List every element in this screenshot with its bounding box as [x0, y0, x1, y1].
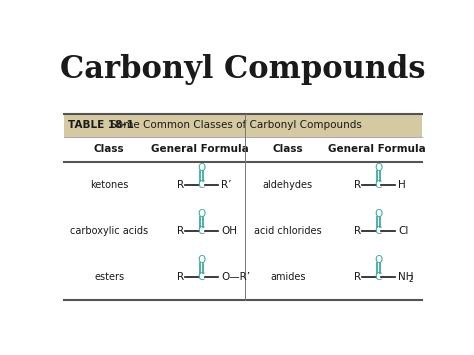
Text: 2: 2 [409, 275, 413, 284]
Text: O: O [374, 255, 383, 264]
Text: C: C [198, 272, 205, 282]
Text: C: C [198, 180, 205, 190]
Text: Class: Class [94, 144, 125, 154]
Text: C: C [375, 180, 382, 190]
Text: General Formula: General Formula [151, 144, 249, 154]
Text: ketones: ketones [90, 180, 128, 190]
Text: R: R [354, 180, 361, 190]
Text: R: R [177, 180, 184, 190]
Text: O: O [374, 209, 383, 219]
Text: Class: Class [273, 144, 303, 154]
Text: O—R’: O—R’ [221, 272, 251, 282]
Text: C: C [375, 272, 382, 282]
Text: R: R [177, 225, 184, 235]
Text: O: O [374, 163, 383, 173]
Text: O: O [198, 163, 206, 173]
Text: Cl: Cl [398, 225, 409, 235]
Text: C: C [198, 225, 205, 235]
Text: Carbonyl Compounds: Carbonyl Compounds [60, 54, 426, 84]
Text: C: C [375, 225, 382, 235]
Text: General Formula: General Formula [328, 144, 426, 154]
Text: R: R [177, 272, 184, 282]
Text: Some Common Classes of Carbonyl Compounds: Some Common Classes of Carbonyl Compound… [107, 120, 362, 130]
Text: O: O [198, 255, 206, 264]
Text: NH: NH [398, 272, 414, 282]
Text: R’: R’ [221, 180, 232, 190]
Text: acid chlorides: acid chlorides [254, 225, 322, 235]
Text: aldehydes: aldehydes [263, 180, 313, 190]
Text: OH: OH [221, 225, 237, 235]
Text: R: R [354, 225, 361, 235]
Text: R: R [354, 272, 361, 282]
Text: H: H [398, 180, 406, 190]
Text: TABLE 18-1: TABLE 18-1 [68, 120, 134, 130]
Text: amides: amides [270, 272, 306, 282]
Text: carboxylic acids: carboxylic acids [70, 225, 148, 235]
Text: esters: esters [94, 272, 124, 282]
Text: O: O [198, 209, 206, 219]
Bar [64, 114, 422, 137]
